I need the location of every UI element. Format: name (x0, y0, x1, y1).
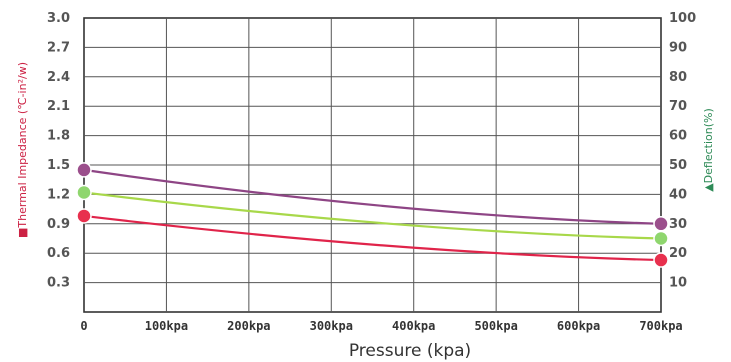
x-tick-label: 200kpa (227, 319, 270, 333)
right-axis-label: ▲Deflection(%) (702, 108, 715, 192)
right-tick-label: 70 (669, 99, 687, 114)
left-tick-label: 1.5 (47, 158, 70, 173)
x-tick-label: 300kpa (310, 319, 353, 333)
right-tick-label: 30 (669, 217, 687, 232)
series-point (76, 208, 92, 224)
x-tick-label: 0 (80, 319, 87, 333)
right-axis-ticks: 10 20 30 40 50 60 70 80 90 100 (669, 11, 696, 291)
left-tick-label: 3.0 (47, 11, 70, 26)
left-tick-label: 1.8 (47, 129, 70, 144)
left-tick-label: 0.6 (47, 246, 70, 261)
series-point (76, 184, 92, 201)
right-tick-label: 60 (669, 129, 687, 144)
left-axis-ticks: 0.3 0.6 0.9 1.2 1.5 1.8 2.1 2.4 2.7 3.0 (47, 11, 70, 291)
x-tick-label: 700kpa (639, 319, 682, 333)
left-tick-label: 0.9 (47, 217, 70, 232)
grid (83, 17, 662, 313)
series-line (83, 214, 662, 262)
series-point (76, 162, 92, 178)
series-point (653, 252, 669, 268)
series-line (83, 168, 662, 225)
series-group (76, 162, 669, 268)
left-tick-label: 1.2 (47, 187, 70, 202)
x-axis-label: Pressure (kpa) (349, 341, 471, 361)
series-point (653, 230, 669, 247)
right-tick-label: 20 (669, 246, 687, 261)
x-axis-ticks: 0 100kpa 200kpa 300kpa 400kpa 500kpa 600kpa 700… (80, 319, 682, 333)
series-point (653, 216, 669, 232)
right-tick-label: 10 (669, 276, 687, 291)
right-tick-label: 90 (669, 40, 687, 55)
left-tick-label: 2.1 (47, 99, 70, 114)
right-tick-label: 80 (669, 70, 687, 85)
left-tick-label: 0.3 (47, 276, 70, 291)
right-tick-label: 40 (669, 187, 687, 202)
left-tick-label: 2.7 (47, 40, 70, 55)
left-axis-label: ■Thermal Impedance (℃-in²/w) (16, 62, 29, 238)
x-tick-label: 400kpa (392, 319, 435, 333)
x-tick-label: 100kpa (145, 319, 188, 333)
x-tick-label: 500kpa (474, 319, 517, 333)
left-tick-label: 2.4 (47, 70, 70, 85)
x-tick-label: 600kpa (557, 319, 600, 333)
right-tick-label: 50 (669, 158, 687, 173)
series-line (83, 191, 662, 240)
right-tick-label: 100 (669, 11, 696, 26)
